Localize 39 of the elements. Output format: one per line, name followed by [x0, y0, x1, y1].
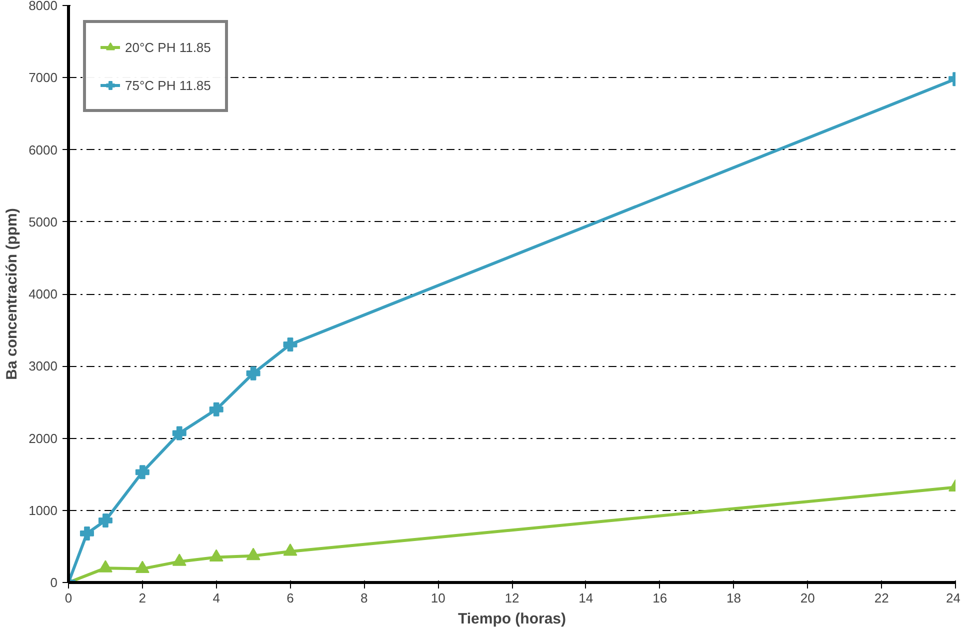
- x-tick-label: 24: [946, 590, 961, 606]
- x-tick-label: 22: [874, 590, 889, 606]
- x-tick-label: 10: [430, 590, 446, 606]
- point: [172, 554, 186, 566]
- y-tick-label: 1000: [28, 502, 58, 518]
- y-tick-label: 2000: [28, 430, 58, 446]
- y-tick-label: 5000: [28, 214, 58, 230]
- x-tick-label: 8: [360, 590, 368, 606]
- legend-label: 20°C PH 11.85: [125, 40, 211, 54]
- x-axis-title: Tiempo (horas): [458, 610, 566, 628]
- point: [135, 560, 150, 574]
- x-tick-label: 4: [212, 590, 220, 606]
- point: [98, 560, 112, 572]
- point: [209, 549, 224, 562]
- x-tick-label: 20: [800, 590, 815, 606]
- y-tick-label: 0: [50, 575, 58, 590]
- x-tick-label: 0: [64, 590, 72, 606]
- point: [246, 366, 260, 380]
- y-axis-title: Ba concentración (ppm): [4, 208, 21, 380]
- y-tick-label: 4000: [28, 286, 58, 302]
- point: [283, 337, 298, 352]
- x-tick-label: 18: [726, 590, 741, 606]
- point: [172, 426, 186, 440]
- y-tick-label: 3000: [28, 358, 58, 374]
- y-tick-label: 6000: [28, 142, 58, 158]
- x-tick-label: 14: [578, 590, 594, 606]
- legend-label: 75°C PH 11.85: [125, 78, 211, 92]
- point: [246, 548, 260, 560]
- point: [209, 402, 224, 416]
- y-tick-label: 7000: [28, 70, 58, 86]
- point: [135, 465, 150, 480]
- point: [283, 543, 298, 556]
- x-tick-label: 2: [138, 590, 146, 606]
- point: [98, 513, 112, 528]
- x-tick-label: 12: [504, 590, 520, 606]
- y-tick-label: 8000: [28, 0, 58, 13]
- x-tick-label: 16: [652, 590, 668, 606]
- point: [80, 526, 94, 540]
- x-tick-label: 6: [286, 590, 294, 606]
